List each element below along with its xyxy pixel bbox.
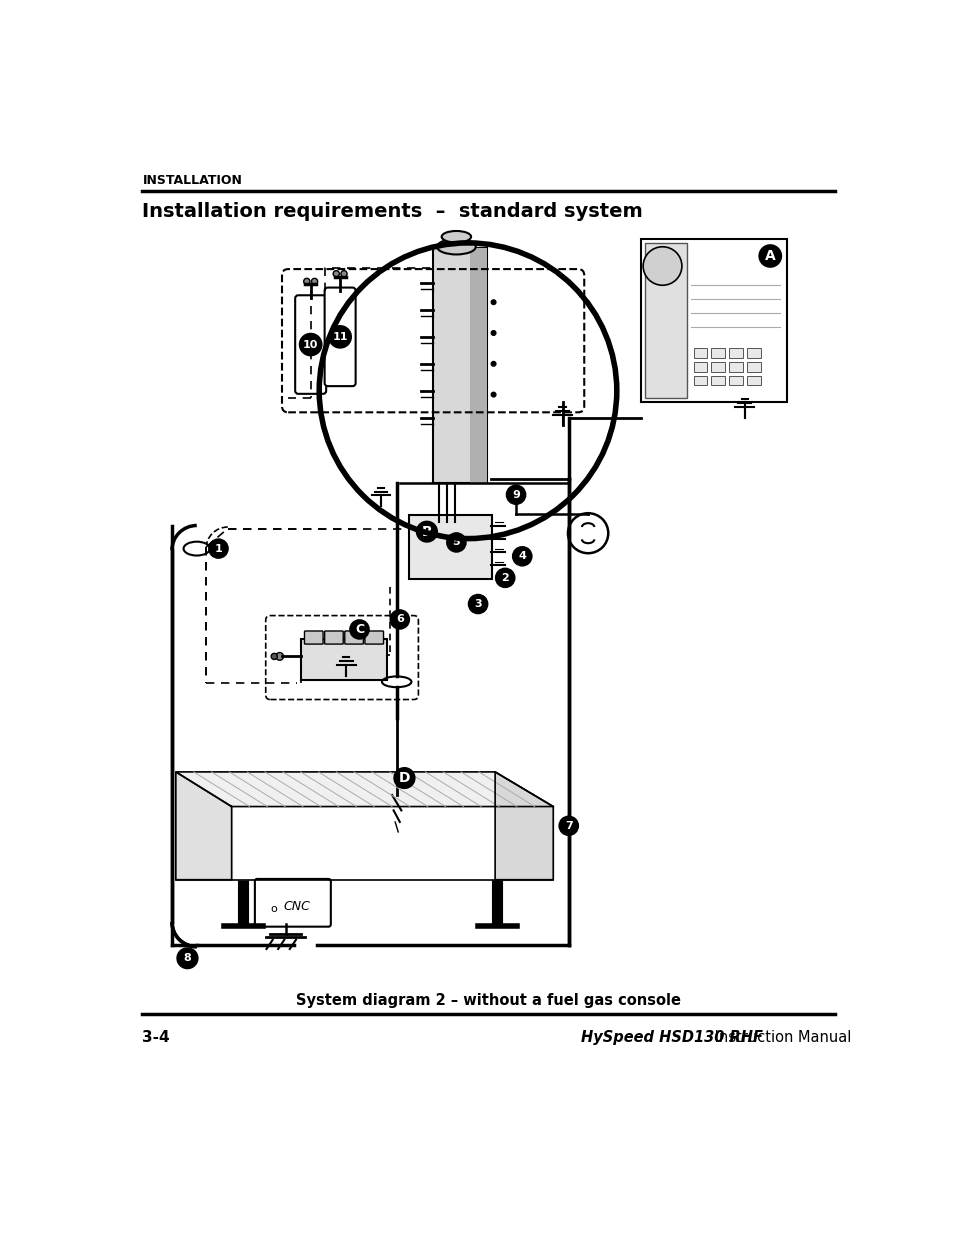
Bar (433, 248, 487, 483)
Text: A: A (764, 249, 775, 263)
Circle shape (447, 534, 465, 552)
Text: System diagram 2 – without a fuel gas console: System diagram 2 – without a fuel gas co… (296, 993, 680, 1008)
Circle shape (350, 620, 369, 638)
Text: 11: 11 (332, 332, 348, 342)
Text: 7: 7 (564, 821, 572, 831)
FancyBboxPatch shape (409, 515, 492, 579)
Text: 3-4: 3-4 (142, 1030, 170, 1045)
Bar (746, 377, 760, 385)
Bar (470, 248, 487, 483)
Circle shape (759, 246, 781, 267)
Circle shape (177, 948, 197, 968)
Circle shape (416, 521, 436, 542)
Bar (640, 240, 786, 403)
Text: C: C (355, 622, 364, 636)
Bar (693, 348, 707, 358)
Circle shape (496, 568, 514, 587)
Text: D: D (398, 771, 410, 785)
Text: o: o (271, 904, 277, 914)
Circle shape (642, 247, 681, 285)
Text: 3: 3 (474, 599, 481, 609)
Bar (728, 362, 742, 372)
FancyBboxPatch shape (324, 288, 355, 387)
Text: Installation requirements  –  standard system: Installation requirements – standard sys… (142, 201, 642, 221)
Circle shape (333, 270, 339, 277)
Circle shape (209, 540, 228, 558)
Text: HySpeed HSD130 RHF: HySpeed HSD130 RHF (580, 1030, 762, 1045)
Bar (746, 348, 760, 358)
Circle shape (567, 514, 608, 553)
Text: 10: 10 (303, 340, 318, 350)
Circle shape (491, 300, 496, 305)
FancyBboxPatch shape (644, 243, 686, 399)
Circle shape (468, 595, 487, 614)
FancyBboxPatch shape (294, 295, 326, 394)
Text: B: B (421, 525, 432, 538)
Ellipse shape (436, 240, 476, 254)
Bar (711, 362, 724, 372)
Circle shape (329, 326, 351, 347)
Circle shape (303, 278, 310, 284)
Circle shape (491, 393, 496, 396)
Circle shape (506, 485, 525, 504)
Text: 8: 8 (183, 953, 192, 963)
Circle shape (271, 653, 277, 659)
Circle shape (394, 768, 415, 788)
Circle shape (491, 362, 496, 366)
Text: INSTALLATION: INSTALLATION (142, 174, 242, 186)
Bar (728, 348, 742, 358)
Polygon shape (175, 772, 232, 879)
FancyBboxPatch shape (324, 631, 343, 645)
Bar (693, 362, 707, 372)
FancyBboxPatch shape (304, 631, 323, 645)
Text: 2: 2 (500, 573, 509, 583)
Bar (301, 640, 386, 679)
Text: 4: 4 (517, 551, 526, 561)
Bar (711, 377, 724, 385)
Ellipse shape (441, 231, 471, 242)
Text: 5: 5 (452, 537, 459, 547)
Polygon shape (175, 772, 553, 806)
Circle shape (340, 270, 347, 277)
Circle shape (558, 816, 578, 835)
Bar (711, 348, 724, 358)
Text: 9: 9 (512, 490, 519, 500)
Bar (728, 377, 742, 385)
Text: 1: 1 (214, 543, 222, 553)
Ellipse shape (183, 542, 210, 556)
Text: Instruction Manual: Instruction Manual (709, 1030, 850, 1045)
Text: CNC: CNC (283, 900, 310, 913)
Text: 6: 6 (395, 615, 403, 625)
Circle shape (513, 547, 531, 566)
Circle shape (275, 652, 283, 661)
FancyBboxPatch shape (365, 631, 383, 645)
Circle shape (491, 331, 496, 336)
Circle shape (299, 333, 321, 356)
Circle shape (390, 610, 409, 629)
FancyBboxPatch shape (344, 631, 363, 645)
Polygon shape (495, 772, 553, 879)
FancyBboxPatch shape (254, 879, 331, 926)
Bar (693, 377, 707, 385)
Circle shape (311, 278, 317, 284)
Bar (746, 362, 760, 372)
